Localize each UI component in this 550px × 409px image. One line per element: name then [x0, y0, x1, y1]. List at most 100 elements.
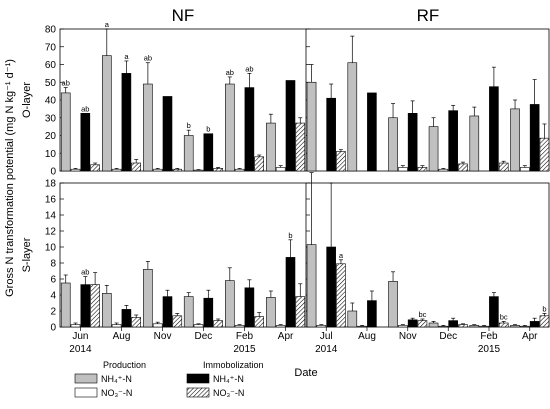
bar-prod_no3 [234, 168, 245, 172]
x-tick-label: Nov [154, 331, 172, 342]
bar-imm_nh4 [529, 104, 540, 172]
bar-prod_nh4 [347, 310, 358, 328]
bar-prod_no3 [234, 325, 245, 328]
bar-prod_no3 [479, 325, 489, 328]
bar-prod_no3 [152, 168, 163, 172]
bar-prod_nh4 [143, 269, 153, 328]
bar-prod_no3 [398, 325, 408, 328]
significance-label: ab [245, 64, 253, 73]
bar-imm_nh4 [407, 319, 418, 328]
bar-imm_no3 [336, 263, 346, 328]
bar-prod_no3 [520, 167, 530, 172]
x-tick-label: Apr [522, 331, 538, 342]
y-tick-label: 80 [45, 25, 57, 36]
bar-imm_nh4 [162, 96, 173, 172]
y-tick-label: 50 [45, 78, 57, 89]
x-tick-label: 2015 [233, 344, 256, 355]
bar-imm_no3 [172, 315, 183, 328]
bar-prod_no3 [275, 167, 286, 172]
x-tick-label: 2014 [315, 344, 338, 355]
panel-title: RF [417, 6, 440, 25]
x-tick-label: Apr [278, 331, 294, 342]
bar-imm_no3 [254, 316, 264, 328]
bar-imm_nh4 [326, 97, 336, 172]
bar-prod_no3 [520, 325, 530, 328]
bar-imm_nh4 [448, 110, 458, 172]
significance-label: bc [500, 312, 508, 321]
bar-imm_no3 [539, 137, 550, 172]
significance-label: a [124, 52, 129, 61]
x-tick-label: Jul [320, 331, 333, 342]
bar-prod_nh4 [510, 108, 520, 172]
y-tick-label: 14 [45, 211, 57, 222]
bar-prod_nh4 [388, 117, 398, 172]
significance-label: b [288, 231, 292, 240]
bar-imm_nh4 [244, 287, 255, 328]
bar-prod_nh4 [183, 135, 194, 172]
bar-imm_no3 [539, 315, 550, 328]
y-tick-label: 70 [45, 42, 57, 53]
bar-imm_nh4 [326, 246, 336, 328]
bar-imm_nh4 [80, 284, 91, 328]
y-tick-label: 18 [45, 179, 57, 190]
x-tick-label: Aug [358, 331, 376, 342]
bar-imm_no3 [90, 284, 100, 328]
y-tick-label: 10 [45, 243, 57, 254]
bar-prod_nh4 [306, 81, 317, 172]
bar-prod_nh4 [469, 325, 480, 328]
significance-label: ab [81, 104, 89, 113]
bar-imm_nh4 [285, 80, 296, 172]
bar-imm_nh4 [80, 113, 91, 172]
y-tick-label: 0 [50, 323, 56, 334]
bar-prod_no3 [70, 324, 81, 328]
bar-imm_no3 [213, 168, 223, 172]
bar-imm_no3 [417, 167, 428, 172]
x-tick-label: Feb [480, 331, 498, 342]
legend-group-title: Production [103, 360, 146, 370]
bar-imm_nh4 [121, 73, 132, 172]
legend-swatch-imm_nh4 [186, 373, 210, 384]
x-tick-label: Dec [195, 331, 213, 342]
significance-label: ab [226, 68, 234, 77]
panel-title: NF [172, 6, 195, 25]
significance-label: ab [62, 79, 70, 88]
bar-imm_nh4 [285, 257, 296, 328]
bar-imm_nh4 [489, 86, 499, 172]
bar-prod_no3 [438, 168, 449, 172]
y-tick-label: 0 [50, 167, 56, 178]
y-tick-label: 60 [45, 60, 57, 71]
y-tick-label: 30 [45, 113, 57, 124]
bar-prod_nh4 [306, 244, 317, 328]
bar-imm_no3 [498, 162, 509, 172]
bar-prod_nh4 [266, 122, 276, 172]
legend-swatch-prod_nh4 [74, 373, 98, 384]
bar-prod_nh4 [510, 325, 520, 328]
significance-label: a [105, 20, 110, 29]
bar-prod_nh4 [225, 83, 235, 172]
bar-prod_no3 [111, 324, 122, 328]
x-tick-label: Feb [236, 331, 254, 342]
bar-imm_no3 [336, 151, 346, 172]
x-axis-label: Date [294, 367, 317, 379]
bar-prod_nh4 [266, 297, 276, 328]
y-tick-label: 12 [45, 227, 57, 238]
bar-prod_no3 [193, 169, 204, 172]
bar-imm_no3 [131, 162, 141, 172]
x-tick-label: Aug [113, 331, 131, 342]
significance-label: ab [81, 268, 89, 277]
x-tick-label: 2015 [478, 344, 501, 355]
bar-imm_nh4 [244, 87, 255, 172]
bar-imm_nh4 [162, 296, 173, 328]
bar-imm_nh4 [367, 300, 377, 328]
legend-entry: NH₄⁺-N [101, 374, 132, 384]
bar-prod_nh4 [225, 280, 235, 328]
bar-prod_nh4 [60, 282, 71, 328]
bar-prod_no3 [275, 325, 286, 328]
x-tick-label: Jun [72, 331, 88, 342]
legend-group-title: Immobolization [203, 360, 264, 370]
bar-prod_nh4 [469, 115, 480, 172]
bar-imm_nh4 [203, 297, 214, 328]
bar-imm_nh4 [367, 92, 377, 172]
significance-label: a [339, 251, 344, 260]
significance-label: b [187, 121, 191, 130]
